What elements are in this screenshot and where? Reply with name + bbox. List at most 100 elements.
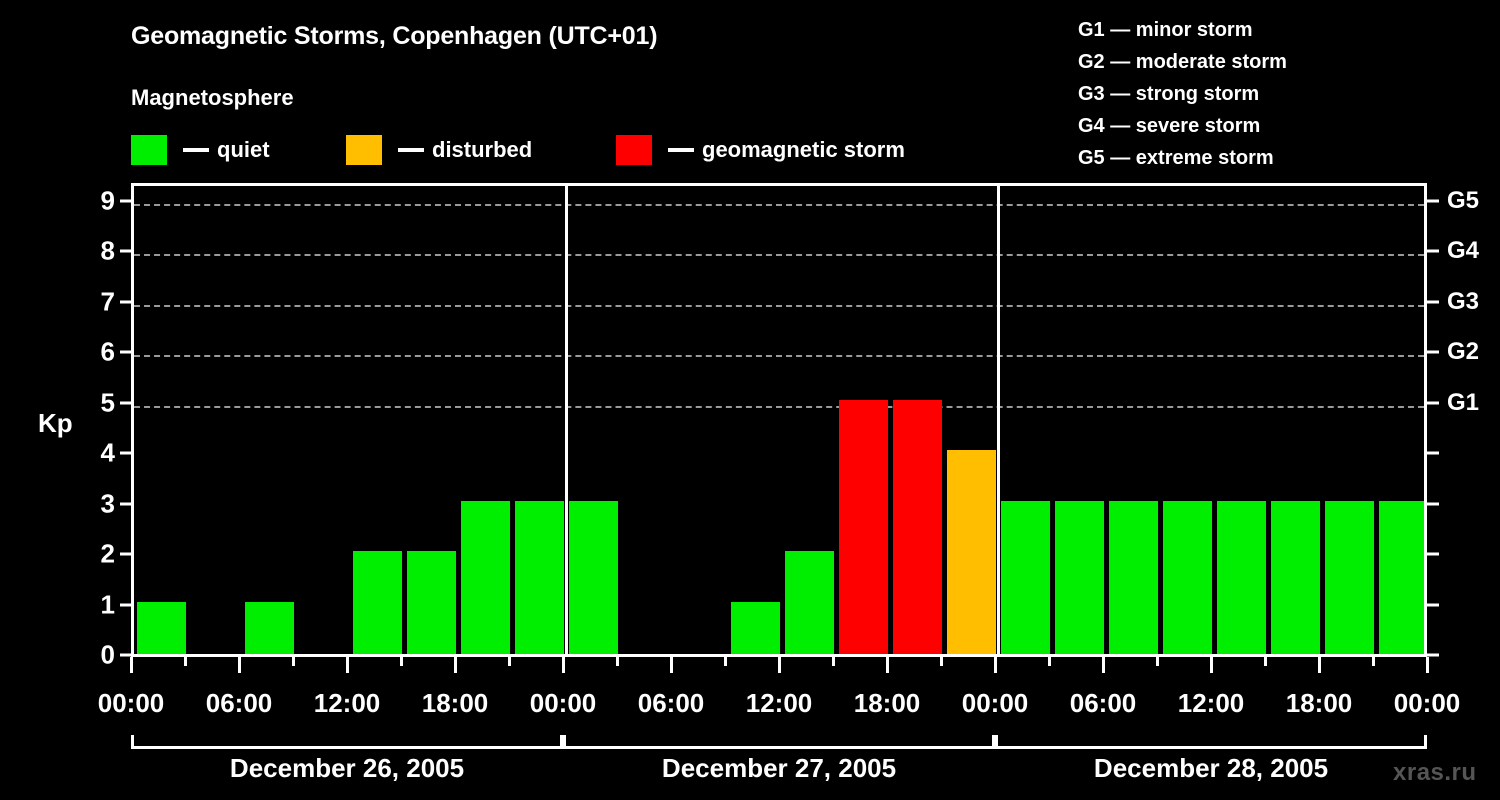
bar-kp-1 (730, 601, 780, 654)
x-tick-major (1317, 657, 1321, 673)
y-tick-right (1426, 502, 1439, 506)
y-tick-right (1426, 249, 1439, 253)
x-tick-label: 18:00 (421, 688, 489, 718)
bar-kp-3 (514, 500, 564, 654)
y-tick-label-G1: G1 (1447, 388, 1480, 416)
legend-label: geomagnetic storm (702, 137, 905, 162)
x-tick-major (993, 657, 997, 673)
y-tick-left (120, 350, 132, 354)
x-tick-major (561, 657, 565, 673)
x-tick-label: 12:00 (745, 688, 813, 718)
plot-area (134, 186, 1424, 654)
date-bracket (995, 735, 1427, 749)
legend-label: disturbed (432, 137, 533, 162)
x-tick-major (453, 657, 457, 673)
gridline-kp-8 (134, 254, 1424, 257)
y-tick-right (1426, 451, 1439, 455)
x-tick-major (1425, 657, 1429, 673)
red-swatch (616, 135, 652, 165)
x-tick-minor (831, 657, 835, 666)
bar-kp-3 (1324, 500, 1374, 654)
y-tick-left (120, 603, 132, 607)
y-tick-right (1426, 350, 1439, 354)
x-tick-major (1101, 657, 1105, 673)
y-tick-label-G3: G3 (1447, 287, 1480, 315)
bar-kp-3 (1054, 500, 1104, 654)
day-divider (564, 186, 568, 654)
x-tick-label: 12:00 (313, 688, 381, 718)
g-legend-row-5: G5 — extreme storm (1078, 147, 1274, 169)
x-tick-minor (723, 657, 727, 666)
bar-kp-3 (1216, 500, 1266, 654)
y-tick-right (1426, 401, 1439, 405)
bar-kp-3 (1270, 500, 1320, 654)
day-divider (996, 186, 1000, 654)
x-tick-label: 18:00 (1285, 688, 1353, 718)
date-label: December 26, 2005 (229, 753, 465, 783)
bar-kp-5 (838, 399, 888, 654)
x-tick-minor (939, 657, 943, 666)
legend-dash-icon (398, 148, 424, 152)
x-tick-major (669, 657, 673, 673)
y-tick-left (120, 451, 132, 455)
green-swatch (131, 135, 167, 165)
gridline-kp-9 (134, 204, 1424, 206)
plot-frame (131, 183, 1427, 657)
legend-entry-geomagnetic-storm: geomagnetic storm (616, 133, 905, 167)
legend-entry-quiet: quiet (131, 133, 270, 167)
g-legend-row-3: G3 — strong storm (1078, 83, 1260, 105)
x-tick-major (237, 657, 241, 673)
bar-kp-1 (136, 601, 186, 654)
legend-entry-disturbed: disturbed (346, 133, 532, 167)
legend-dash-icon (668, 148, 694, 152)
x-tick-minor (1263, 657, 1267, 666)
x-tick-major (777, 657, 781, 673)
x-tick-minor (507, 657, 511, 666)
y-tick-right (1426, 199, 1439, 203)
date-label: December 28, 2005 (1093, 753, 1329, 783)
y-axis-left-labels: 0 1 2 3 4 5 6 7 8 9 (60, 183, 115, 670)
y-tick-right (1426, 300, 1439, 304)
y-tick-left (120, 552, 132, 556)
x-tick-minor (1047, 657, 1051, 666)
y-tick-right (1426, 552, 1439, 556)
x-tick-major (1209, 657, 1213, 673)
date-bracket (131, 735, 563, 749)
bar-kp-3 (460, 500, 510, 654)
orange-swatch (346, 135, 382, 165)
chart-subtitle: Magnetosphere (131, 85, 294, 110)
g-legend-row-2: G2 — moderate storm (1078, 51, 1287, 73)
bar-kp-5 (892, 399, 942, 654)
y-tick-label-8: 8 (100, 235, 115, 266)
bar-kp-1 (244, 601, 294, 654)
x-tick-label: 06:00 (205, 688, 273, 718)
y-tick-label-G2: G2 (1447, 338, 1480, 366)
page-title: Geomagnetic Storms, Copenhagen (UTC+01) (131, 22, 658, 50)
date-label: December 27, 2005 (661, 753, 897, 783)
y-tick-label-9: 9 (100, 185, 115, 216)
x-tick-minor (183, 657, 187, 666)
y-axis-title: Kp (38, 408, 73, 438)
x-tick-major (345, 657, 349, 673)
legend-label: quiet (217, 137, 270, 162)
x-tick-label: 00:00 (961, 688, 1029, 718)
y-tick-label-G4: G4 (1447, 237, 1480, 265)
x-tick-minor (1155, 657, 1159, 666)
x-tick-minor (399, 657, 403, 666)
bar-kp-2 (406, 551, 456, 654)
y-tick-left (120, 199, 132, 203)
bar-kp-3 (1162, 500, 1212, 654)
y-tick-left (120, 300, 132, 304)
g-scale-legend: G1 — minor storm G2 — moderate storm G3 — … (1078, 14, 1287, 174)
gridline-kp-5 (134, 405, 1424, 408)
bar-kp-2 (784, 551, 834, 654)
x-tick-label: 18:00 (853, 688, 921, 718)
bar-kp-3 (1000, 500, 1050, 654)
x-tick-label: 00:00 (529, 688, 597, 718)
g-legend-row-4: G4 — severe storm (1078, 115, 1261, 137)
bar-kp-3 (1378, 500, 1424, 654)
bar-kp-4 (946, 450, 996, 654)
x-tick-minor (1371, 657, 1375, 666)
y-tick-label-3: 3 (100, 488, 115, 519)
x-tick-label: 06:00 (637, 688, 705, 718)
